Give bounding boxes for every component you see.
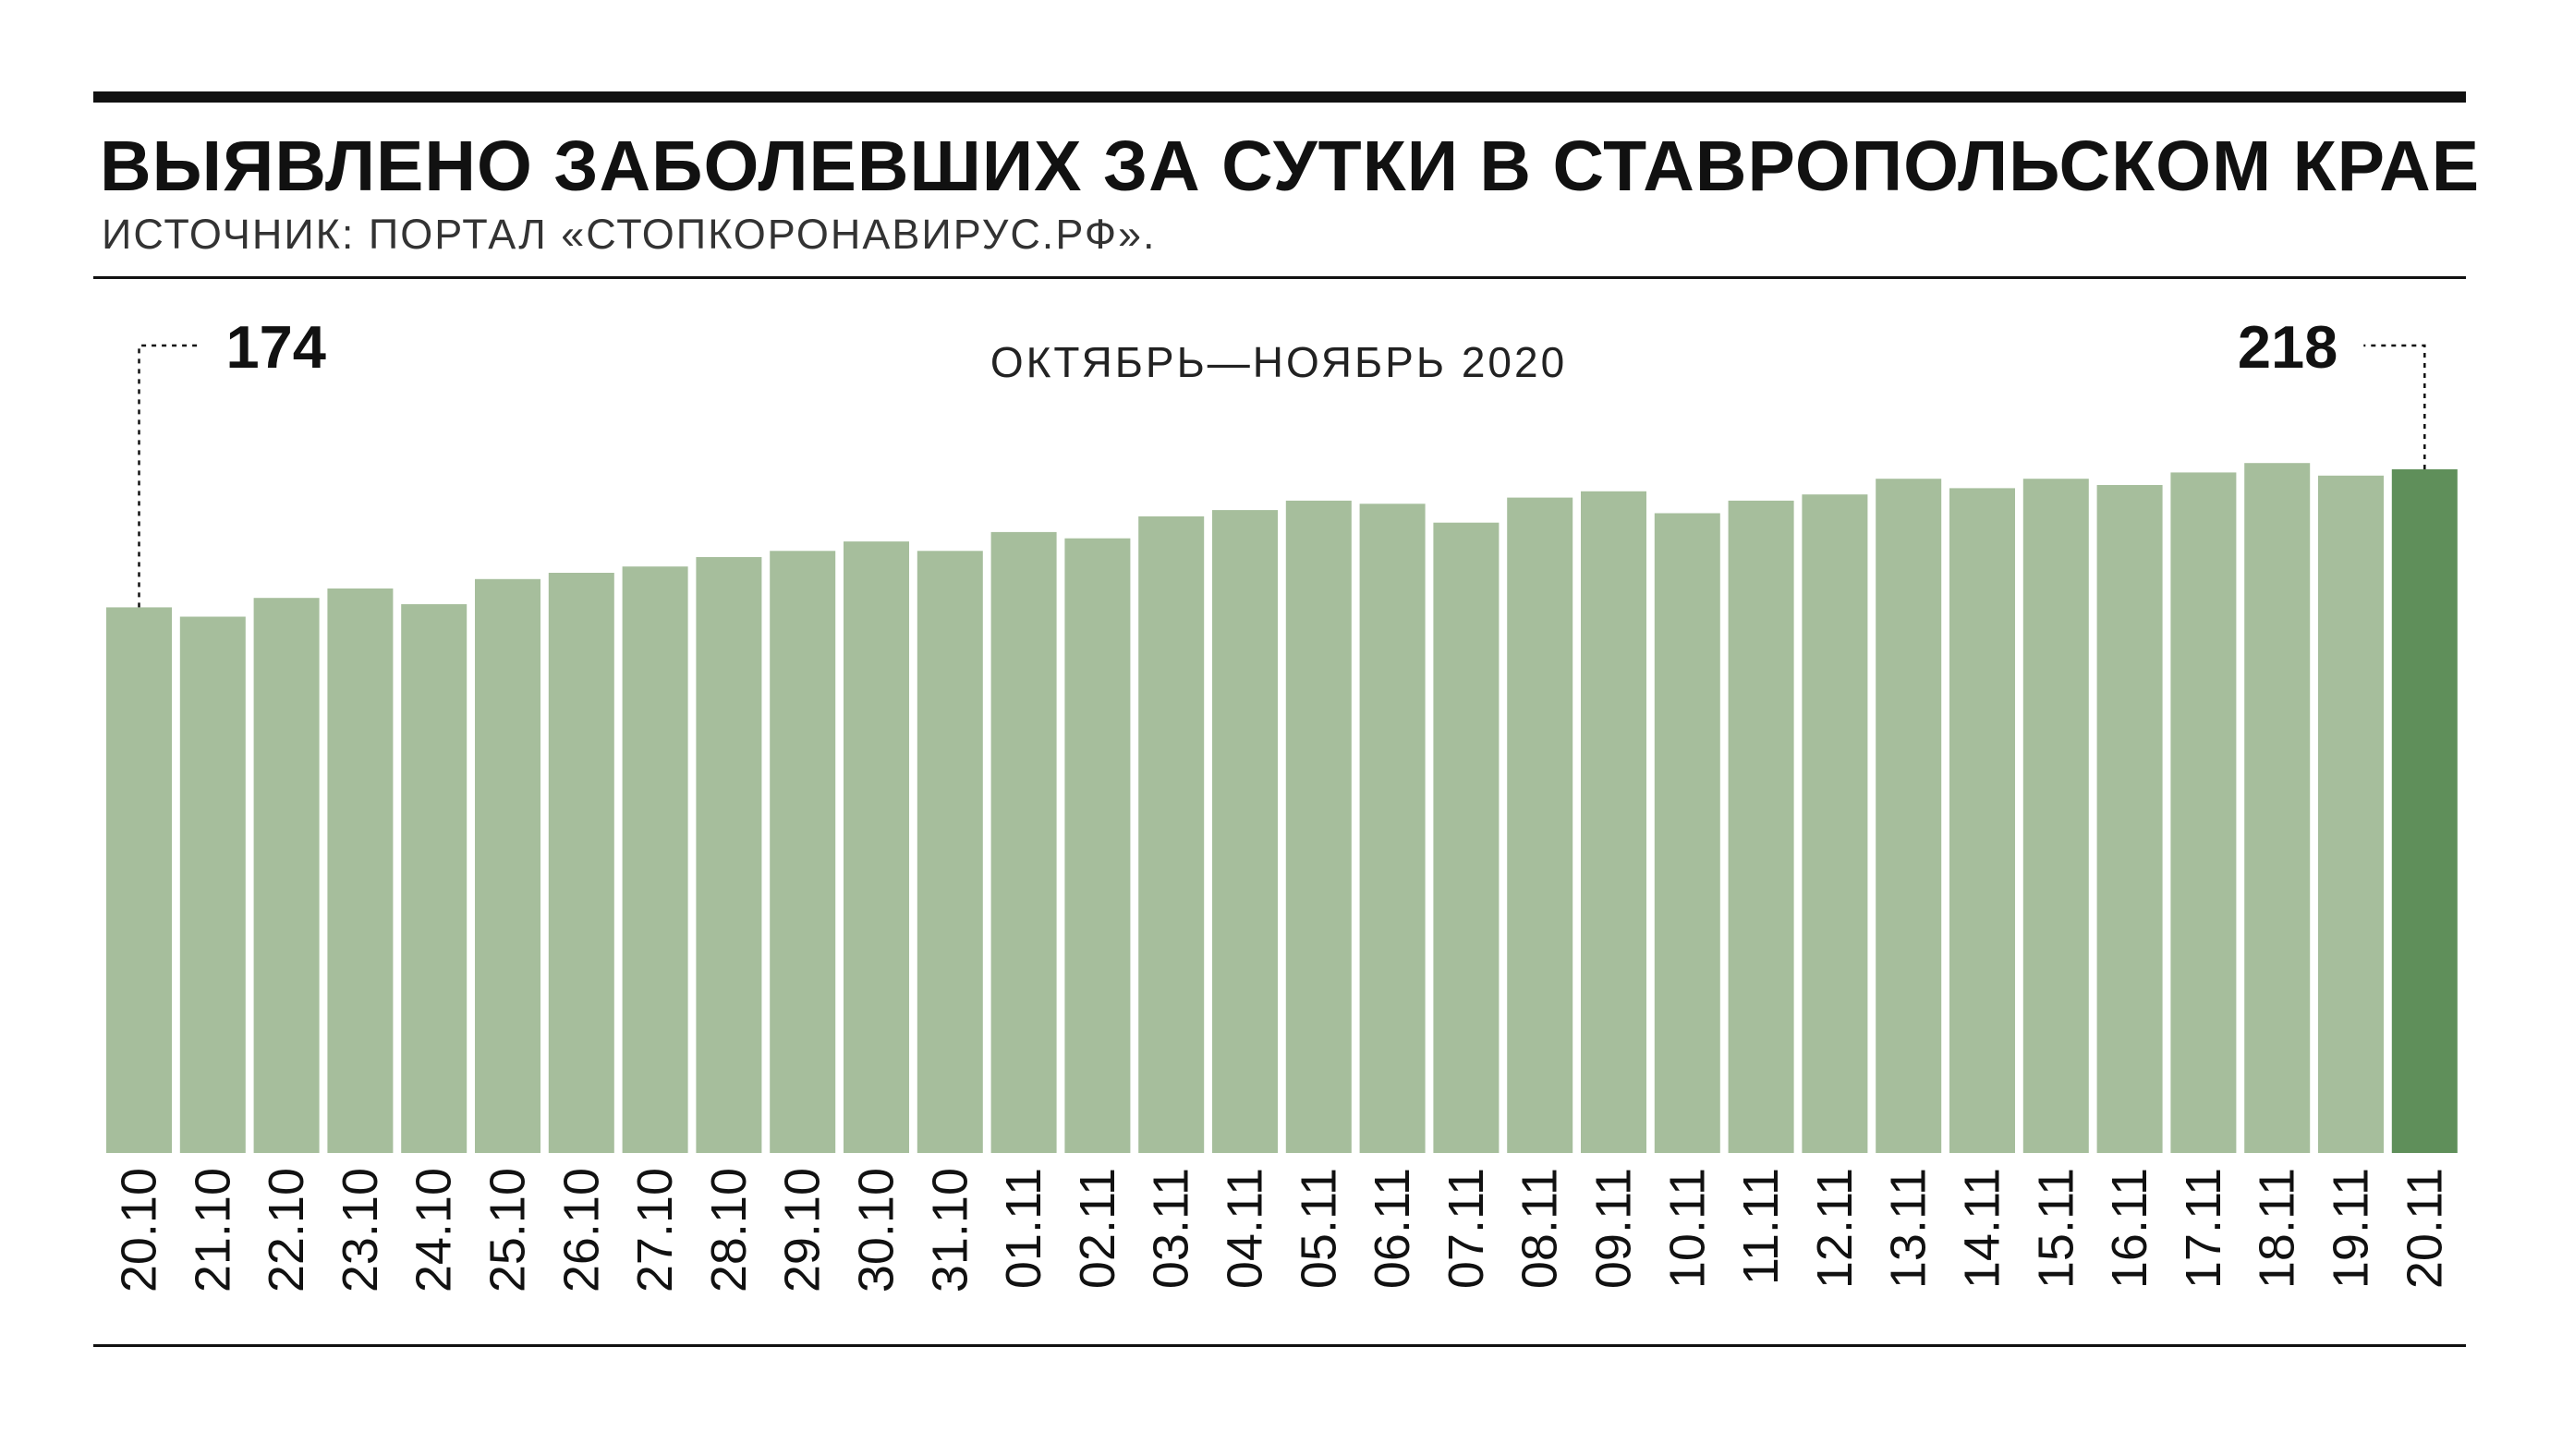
callout-leader-20.11 xyxy=(2363,344,2426,469)
bar-10.11 xyxy=(1654,513,1720,1153)
tick-label-26.10: 26.10 xyxy=(553,1168,609,1292)
bar-20.11 xyxy=(2391,469,2458,1153)
tick-label-13.11: 13.11 xyxy=(1881,1168,1937,1289)
bar-12.11 xyxy=(1802,494,1868,1153)
bar-20.10 xyxy=(106,607,172,1153)
tick-label-31.10: 31.10 xyxy=(922,1168,978,1292)
tick-label-25.10: 25.10 xyxy=(480,1168,536,1292)
period-label: ОКТЯБРЬ—НОЯБРЬ 2020 xyxy=(990,338,1567,386)
tick-label-02.11: 02.11 xyxy=(1070,1168,1125,1289)
bar-23.10 xyxy=(327,588,394,1153)
tick-label-20.11: 20.11 xyxy=(2397,1168,2452,1289)
bar-15.11 xyxy=(2022,479,2089,1153)
callout-value-20.10: 174 xyxy=(226,313,326,381)
bar-02.11 xyxy=(1064,538,1131,1153)
chart-title-regular: ВЫЯВЛЕНО ЗАБОЛЕВШИХ ЗА СУТКИ В xyxy=(100,127,1553,206)
tick-label-19.11: 19.11 xyxy=(2324,1168,2379,1289)
bar-24.10 xyxy=(401,604,468,1153)
bar-28.10 xyxy=(696,557,762,1153)
tick-label-22.10: 22.10 xyxy=(259,1168,314,1292)
bar-19.11 xyxy=(2318,475,2384,1153)
bar-09.11 xyxy=(1581,491,1646,1153)
tick-labels-group: 20.10 21.10 22.10 23.10 24.10 25.10 26.10 27.10… xyxy=(112,1168,2453,1292)
chart-title: ВЫЯВЛЕНО ЗАБОЛЕВШИХ ЗА СУТКИ В СТАВРОПОЛ… xyxy=(100,127,2480,205)
bar-22.10 xyxy=(253,598,320,1153)
bar-29.10 xyxy=(770,551,836,1153)
bar-18.11 xyxy=(2244,463,2311,1153)
bar-17.11 xyxy=(2170,472,2237,1153)
bars-group xyxy=(106,463,2458,1153)
tick-label-06.11: 06.11 xyxy=(1365,1168,1420,1289)
tick-label-17.11: 17.11 xyxy=(2176,1168,2231,1289)
tick-label-23.10: 23.10 xyxy=(333,1168,388,1292)
bar-03.11 xyxy=(1138,516,1205,1153)
bar-11.11 xyxy=(1728,500,1794,1153)
tick-label-12.11: 12.11 xyxy=(1807,1168,1863,1289)
tick-label-03.11: 03.11 xyxy=(1144,1168,1199,1289)
bar-21.10 xyxy=(179,616,246,1153)
bar-07.11 xyxy=(1433,522,1500,1153)
callout-leader-20.10 xyxy=(138,344,200,608)
tick-label-27.10: 27.10 xyxy=(627,1168,683,1292)
callouts-group: 174 218 xyxy=(138,313,2426,608)
tick-label-01.11: 01.11 xyxy=(996,1168,1051,1289)
bar-13.11 xyxy=(1876,479,1942,1153)
tick-label-08.11: 08.11 xyxy=(1512,1168,1568,1289)
tick-label-07.11: 07.11 xyxy=(1439,1168,1494,1289)
bar-25.10 xyxy=(475,578,540,1153)
bar-01.11 xyxy=(990,531,1057,1153)
source-note: ИСТОЧНИК: ПОРТАЛ «СТОПКОРОНАВИРУС.РФ». xyxy=(102,211,1157,258)
tick-label-20.10: 20.10 xyxy=(112,1168,167,1292)
tick-label-18.11: 18.11 xyxy=(2250,1168,2305,1289)
bar-31.10 xyxy=(917,551,983,1153)
tick-label-24.10: 24.10 xyxy=(407,1168,462,1292)
tick-label-05.11: 05.11 xyxy=(1291,1168,1346,1289)
tick-label-30.10: 30.10 xyxy=(849,1168,905,1292)
tick-label-15.11: 15.11 xyxy=(2028,1168,2083,1289)
bar-05.11 xyxy=(1285,500,1352,1153)
tick-label-14.11: 14.11 xyxy=(1955,1168,2010,1289)
bar-27.10 xyxy=(622,566,688,1153)
bar-30.10 xyxy=(844,541,909,1153)
tick-label-10.11: 10.11 xyxy=(1659,1168,1715,1289)
bar-14.11 xyxy=(1949,488,2015,1153)
bar-16.11 xyxy=(2096,485,2163,1153)
tick-label-04.11: 04.11 xyxy=(1218,1168,1273,1289)
chart-title-bold: СТАВРОПОЛЬСКОМ КРАЕ xyxy=(1552,127,2481,206)
tick-label-11.11: 11.11 xyxy=(1733,1168,1789,1285)
tick-label-21.10: 21.10 xyxy=(185,1168,240,1292)
tick-label-28.10: 28.10 xyxy=(701,1168,757,1292)
tick-label-09.11: 09.11 xyxy=(1586,1168,1642,1289)
bar-08.11 xyxy=(1507,497,1573,1153)
tick-label-29.10: 29.10 xyxy=(775,1168,831,1292)
tick-label-16.11: 16.11 xyxy=(2102,1168,2157,1289)
bottom-rule xyxy=(93,1344,2466,1347)
header-divider xyxy=(93,276,2466,279)
top-rule xyxy=(93,91,2466,103)
bar-26.10 xyxy=(548,573,614,1153)
bar-04.11 xyxy=(1212,510,1278,1153)
bar-06.11 xyxy=(1359,504,1426,1153)
callout-value-20.11: 218 xyxy=(2238,313,2338,381)
